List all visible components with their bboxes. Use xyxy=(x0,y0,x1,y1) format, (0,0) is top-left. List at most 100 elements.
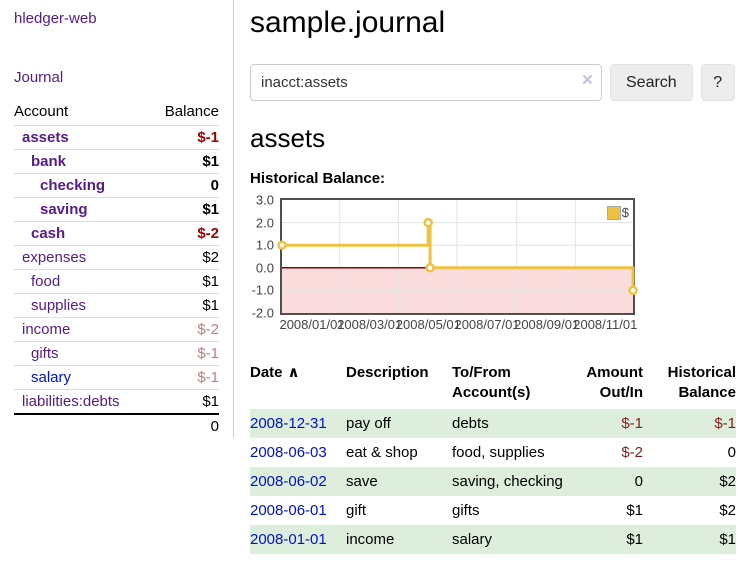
date-cell: 2008-06-03 xyxy=(250,438,346,467)
search-input[interactable] xyxy=(250,64,602,101)
sidebar-account-row: salary $-1 xyxy=(14,365,219,390)
account-name-cell: expenses xyxy=(14,245,150,270)
accounts-total-row: 0 xyxy=(14,413,219,438)
account-balance: $1 xyxy=(149,389,219,414)
y-tick-label: -1.0 xyxy=(251,282,274,298)
accounts-total-spacer xyxy=(14,413,150,438)
account-balance: $-2 xyxy=(149,221,219,246)
accounts-cell: food, supplies xyxy=(452,438,582,467)
account-balance: $-1 xyxy=(149,365,219,390)
transaction-date-link[interactable]: 2008-12-31 xyxy=(250,414,327,432)
transaction-date-link[interactable]: 2008-01-01 xyxy=(250,530,327,548)
account-link-checking[interactable]: checking xyxy=(40,177,106,194)
tofrom-accounts-cell: salary xyxy=(452,530,493,548)
account-link-gifts[interactable]: gifts xyxy=(31,345,59,362)
account-name-cell: salary xyxy=(14,365,150,390)
search-input-wrap: × xyxy=(250,64,602,101)
clear-search-icon[interactable]: × xyxy=(581,70,593,91)
account-link-expenses[interactable]: expenses xyxy=(22,249,87,266)
balance-cell: $-1 xyxy=(714,414,736,432)
sidebar-account-row: food $1 xyxy=(14,269,219,294)
transaction-row: 2008-06-03 eat & shop food, supplies $-2 0 xyxy=(250,438,736,467)
col-tofrom-accounts[interactable]: To/From Account(s) xyxy=(452,364,531,401)
col-amount-outin[interactable]: Amount Out/In xyxy=(586,364,643,401)
date-cell: 2008-06-02 xyxy=(250,467,346,496)
sidebar-account-row: cash $-2 xyxy=(14,221,219,246)
historical-balance-chart: 3.0 2.0 1.0 0.0 -1.0 -2.0 $ 2008/01/01 2008/03… xyxy=(250,193,638,335)
account-link-liabilities-debts[interactable]: liabilities:debts xyxy=(22,393,120,410)
x-tick-label: 2008/09/01 xyxy=(514,317,580,332)
accounts-col-account: Account xyxy=(14,103,69,120)
account-link-saving[interactable]: saving xyxy=(40,201,88,218)
sidebar-account-row: income $-2 xyxy=(14,317,219,342)
transaction-row: 2008-06-01 gift gifts $1 $2 xyxy=(250,496,736,525)
account-link-food[interactable]: food xyxy=(31,273,61,290)
account-balance: $-2 xyxy=(149,317,219,342)
accounts-table: Account Balance assets $-1 bank $1 checking 0… xyxy=(14,100,219,438)
col-historical-balance[interactable]: Historical Balance xyxy=(667,364,736,401)
help-button[interactable]: ? xyxy=(700,64,735,101)
amount-cell: $-1 xyxy=(621,414,643,432)
account-name-cell: saving xyxy=(14,197,150,222)
x-tick-label: 2008/11/01 xyxy=(573,317,638,332)
y-tick-label: 1.0 xyxy=(255,237,274,253)
col-description[interactable]: Description xyxy=(346,364,429,381)
account-name-cell: assets xyxy=(14,125,150,150)
accounts-col-balance: Balance xyxy=(164,103,219,120)
sidebar-item-journal[interactable]: Journal xyxy=(14,69,64,86)
register-header-row: Date ∧ Description To/From Account(s) Amo… xyxy=(250,361,736,409)
transaction-date-link[interactable]: 2008-06-03 xyxy=(250,443,327,461)
account-link-assets[interactable]: assets xyxy=(22,129,69,146)
account-link-cash[interactable]: cash xyxy=(31,225,66,242)
date-cell: 2008-01-01 xyxy=(250,525,346,554)
description-cell: income xyxy=(346,530,395,548)
description-cell: gift xyxy=(346,501,367,519)
account-balance: $1 xyxy=(149,293,219,318)
sidebar-account-row: assets $-1 xyxy=(14,125,219,150)
account-link-income[interactable]: income xyxy=(22,321,71,338)
sidebar-account-row: gifts $-1 xyxy=(14,341,219,366)
chart-canvas xyxy=(277,200,638,313)
date-cell: 2008-06-01 xyxy=(250,496,346,525)
col-date[interactable]: Date ∧ xyxy=(250,364,300,381)
account-name-cell: bank xyxy=(14,149,150,174)
account-link-supplies[interactable]: supplies xyxy=(31,297,87,314)
amount-cell: $1 xyxy=(626,501,643,519)
sidebar-account-row: expenses $2 xyxy=(14,245,219,270)
sidebar-account-row: bank $1 xyxy=(14,149,219,174)
x-tick-label: 2008/01/01 xyxy=(279,317,345,332)
date-cell: 2008-12-31 xyxy=(250,409,346,438)
account-name-cell: income xyxy=(14,317,150,342)
description-cell: save xyxy=(346,472,378,490)
chart-legend: $ xyxy=(606,205,629,220)
tofrom-accounts-cell: saving, checking xyxy=(452,472,563,490)
transaction-date-link[interactable]: 2008-06-02 xyxy=(250,472,327,490)
sort-asc-icon: ∧ xyxy=(287,364,300,381)
transaction-row: 2008-12-31 pay off debts $-1 $-1 xyxy=(250,408,736,438)
tofrom-accounts-cell: food, supplies xyxy=(452,443,545,461)
y-tick-label: 2.0 xyxy=(255,215,274,231)
tofrom-accounts-cell: debts xyxy=(452,414,489,432)
accounts-total-value: 0 xyxy=(149,413,219,438)
series-swatch xyxy=(606,205,621,220)
account-link-bank[interactable]: bank xyxy=(31,153,67,170)
page-title: sample.journal xyxy=(250,6,446,39)
search-form: × Search ? xyxy=(250,64,736,101)
account-name-cell: food xyxy=(14,269,150,294)
account-balance: $1 xyxy=(149,269,219,294)
sidebar-divider xyxy=(233,0,234,438)
amount-cell: 0 xyxy=(634,472,643,490)
y-tick-label: 0.0 xyxy=(255,260,274,276)
sidebar-account-row: saving $1 xyxy=(14,197,219,222)
register-table: Date ∧ Description To/From Account(s) Amo… xyxy=(250,361,736,554)
account-balance: 0 xyxy=(149,173,219,198)
search-button[interactable]: Search xyxy=(610,64,693,101)
account-link-salary[interactable]: salary xyxy=(31,369,72,386)
x-tick-label: 2008/07/01 xyxy=(454,317,520,332)
app-brand-link[interactable]: hledger-web xyxy=(14,10,97,27)
chart-plot-area[interactable]: $ xyxy=(277,198,638,315)
sidebar-account-row: supplies $1 xyxy=(14,293,219,318)
description-cell: eat & shop xyxy=(346,443,418,461)
transaction-row: 2008-06-02 save saving, checking 0 $2 xyxy=(250,466,736,496)
transaction-date-link[interactable]: 2008-06-01 xyxy=(250,501,327,519)
